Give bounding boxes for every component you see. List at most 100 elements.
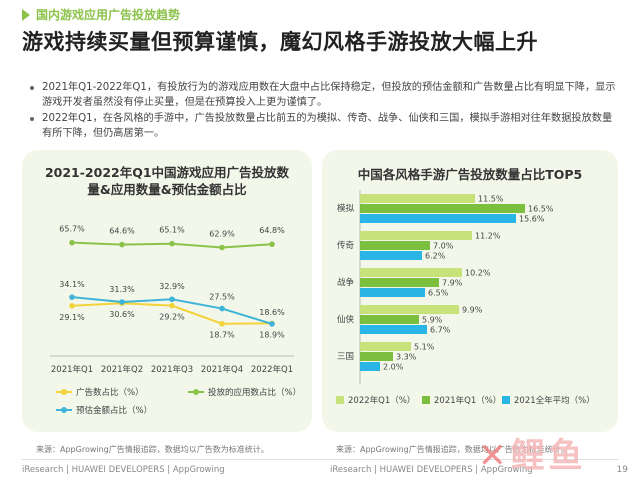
data-label: 5.1% <box>414 343 435 352</box>
right-chart-panel: 中国各风格手游广告投放数量占比TOP5 模拟 11.5% 16.5% 15.6% 传奇 1… <box>322 150 618 432</box>
bar <box>360 241 430 250</box>
right-chart-title: 中国各风格手游广告投放数量占比TOP5 <box>357 167 583 182</box>
data-label: 62.9% <box>209 229 235 238</box>
legend-label-spend-share: 预估金额占比（%） <box>76 406 153 416</box>
data-label: 7.0% <box>433 242 454 251</box>
footer-right: iResearch | HUAWEI DEVELOPERS | AppGrowi… <box>330 465 533 475</box>
bar <box>360 204 525 213</box>
y-tick-label: 三国 <box>337 352 354 362</box>
legend-label-app-share: 投放的应用数占比（%） <box>208 388 302 398</box>
data-label: 18.6% <box>259 308 285 317</box>
data-point <box>69 239 75 246</box>
data-point <box>119 241 125 248</box>
data-label: 64.6% <box>109 227 135 236</box>
data-point <box>169 302 175 309</box>
line-chart: 65.7% 64.6% 65.1% 62.9% 64.8% 29.1% 30.6% 29.2%… <box>50 225 294 375</box>
data-label: 7.9% <box>442 279 463 288</box>
data-point <box>219 244 225 251</box>
legend-swatch-app-share <box>188 389 204 395</box>
legend-label-2021q1: 2021年Q1（%） <box>434 396 502 406</box>
bar <box>360 268 462 277</box>
data-point <box>169 240 175 247</box>
data-label: 6.5% <box>428 289 449 298</box>
data-label: 32.9% <box>159 282 185 291</box>
data-point <box>269 321 275 327</box>
y-tick-label: 传奇 <box>337 240 355 251</box>
data-label: 29.2% <box>159 313 185 322</box>
page-title: 游戏持续买量但预算谨慎，魔幻风格手游投放大幅上升 <box>22 30 538 54</box>
data-label: 6.2% <box>425 252 446 261</box>
data-label: 3.3% <box>396 353 417 362</box>
data-point <box>119 299 125 305</box>
bar <box>360 342 411 351</box>
legend-swatch-ad-share <box>56 389 72 395</box>
bullet-item: 2021年Q1-2022年Q1，有投放行为的游戏应用数在大盘中占比保持稳定，但投… <box>30 80 620 110</box>
bar <box>360 251 422 260</box>
y-tick-label: 模拟 <box>337 203 355 214</box>
legend-swatch-2022q1 <box>336 396 344 404</box>
legend-item-ad-share: 广告数占比（%） <box>56 386 144 398</box>
legend-item-spend-share: 预估金额占比（%） <box>56 404 152 416</box>
bar-chart: 模拟 11.5% 16.5%15.6% 传奇 11.2% 7.0%6.2% 战争 10.2%7… <box>337 190 554 384</box>
page-number: 19 <box>616 465 628 475</box>
legend-label-2021avg: 2021全年平均（%） <box>514 396 595 406</box>
bar <box>360 305 459 314</box>
x-tick-label: 2022年Q1 <box>251 364 293 375</box>
legend-label-2022q1: 2022年Q1（%） <box>348 396 416 406</box>
data-label: 31.3% <box>109 285 135 294</box>
bar <box>360 315 419 324</box>
section-tag-label: 国内游戏应用广告投放趋势 <box>36 8 181 22</box>
watermark-logo: ✕鲤鱼 <box>478 436 587 476</box>
legend-item-app-share: 投放的应用数占比（%） <box>188 386 301 398</box>
footer-left: iResearch | HUAWEI DEVELOPERS | AppGrowi… <box>22 465 225 475</box>
bar <box>360 214 516 223</box>
legend-label-ad-share: 广告数占比（%） <box>76 388 144 398</box>
summary-bullets: 2021年Q1-2022年Q1，有投放行为的游戏应用数在大盘中占比保持稳定，但投… <box>30 80 620 142</box>
bar <box>360 325 427 334</box>
legend-swatch-spend-share <box>56 407 72 413</box>
bar <box>360 231 472 240</box>
data-label: 65.1% <box>159 226 185 235</box>
data-label: 9.9% <box>462 306 483 315</box>
left-chart-panel: 2021-2022年Q1中国游戏应用广告投放数 量&应用数量&预估金额占比 65… <box>22 150 312 432</box>
data-label: 15.6% <box>519 215 545 224</box>
left-chart-title-line2: 量&应用数量&预估金额占比 <box>87 182 247 197</box>
section-tag: 国内游戏应用广告投放趋势 <box>22 6 180 23</box>
data-point <box>169 296 175 303</box>
data-label: 5.9% <box>422 316 443 325</box>
bar <box>360 362 380 371</box>
data-label: 65.7% <box>59 225 85 234</box>
left-chart-title-line1: 2021-2022年Q1中国游戏应用广告投放数 <box>44 165 290 180</box>
legend-item-2022q1: 2022年Q1（%） <box>336 394 415 406</box>
data-label: 6.7% <box>430 326 451 335</box>
bullet-item: 2022年Q1，在各风格的手游中，广告投放数量占比前五的为模拟、传奇、战争、仙侠… <box>30 111 620 141</box>
data-label: 10.2% <box>465 269 491 278</box>
x-tick-label: 2021年Q2 <box>101 364 143 375</box>
data-point <box>219 305 225 312</box>
data-point <box>69 303 75 309</box>
x-tick-label: 2021年Q1 <box>51 364 93 375</box>
triangle-icon <box>22 8 30 21</box>
bar <box>360 352 393 361</box>
data-label: 2.0% <box>383 363 404 372</box>
x-tick-label: 2021年Q4 <box>201 364 243 375</box>
y-tick-label: 战争 <box>337 277 355 288</box>
legend-swatch-2021q1 <box>422 396 430 404</box>
watermark-logo-text: 鲤鱼 <box>510 436 587 476</box>
data-label: 18.7% <box>209 331 235 340</box>
data-label: 29.1% <box>59 313 85 322</box>
data-label: 18.9% <box>259 330 285 339</box>
data-point <box>219 320 225 327</box>
data-point <box>269 241 275 248</box>
data-label: 34.1% <box>59 280 85 289</box>
data-label: 27.5% <box>209 293 235 302</box>
left-source-note: 来源：AppGrowing广告情报追踪，数据均以广告数为标准统计。 <box>36 445 269 454</box>
y-tick-label: 仙侠 <box>337 314 355 325</box>
data-label: 30.6% <box>109 310 135 319</box>
bar <box>360 288 425 297</box>
left-chart-title: 2021-2022年Q1中国游戏应用广告投放数 量&应用数量&预估金额占比 <box>22 164 312 198</box>
right-source-note: 来源：AppGrowing广告情报追踪，数据均以广告数为标准统计。 <box>336 445 569 454</box>
data-point <box>69 294 75 300</box>
data-label: 11.2% <box>475 232 501 241</box>
data-label: 11.5% <box>478 195 504 204</box>
